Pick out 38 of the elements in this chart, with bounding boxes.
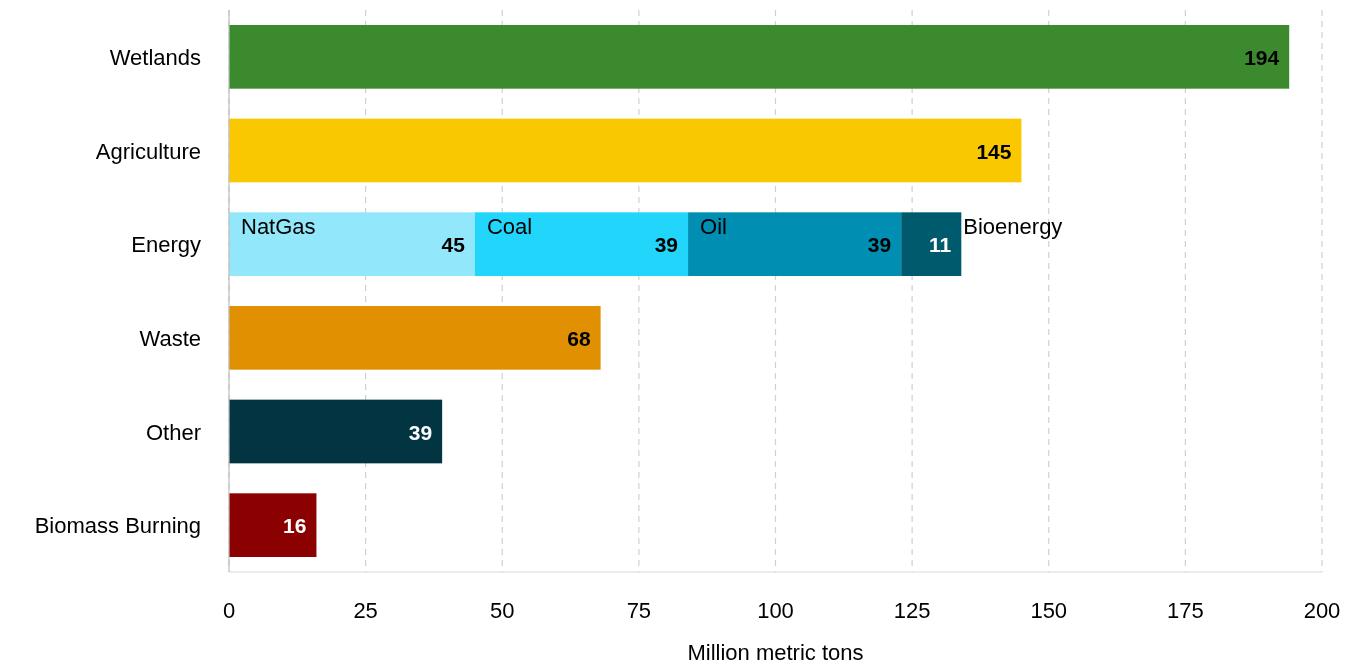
- series-label: NatGas: [241, 214, 316, 240]
- x-tick-label: 150: [1030, 598, 1068, 623]
- y-tick-label: Agriculture: [95, 138, 201, 164]
- y-tick-label: Waste: [139, 325, 201, 351]
- x-tick-label: 200: [1303, 598, 1341, 623]
- data-label: 11: [929, 233, 952, 257]
- x-tick-label: 100: [757, 598, 794, 623]
- x-tick-label: 125: [893, 598, 931, 623]
- bar: [229, 212, 475, 277]
- series-label: Bioenergy: [963, 214, 1063, 240]
- x-tick-label: 0: [222, 598, 236, 623]
- bar: [229, 493, 317, 558]
- x-axis-title: Million metric tons: [687, 640, 864, 664]
- bar: [688, 212, 902, 277]
- x-tick-label: 25: [353, 598, 378, 623]
- data-label: 145: [976, 139, 1012, 163]
- x-tick-label: 50: [490, 598, 515, 623]
- y-tick-label: Biomass Burning: [34, 513, 201, 539]
- series-label: Oil: [700, 214, 727, 240]
- y-tick-label: Wetlands: [109, 44, 201, 70]
- bar: [229, 399, 443, 464]
- data-label: 16: [283, 514, 307, 538]
- series-label: Coal: [486, 214, 533, 240]
- bar: [901, 212, 962, 277]
- x-tick-label: 75: [626, 598, 652, 623]
- y-tick-label: Other: [145, 419, 201, 445]
- data-label: 39: [654, 233, 679, 257]
- y-tick-label: Energy: [131, 232, 201, 258]
- x-tick-label: 175: [1167, 598, 1204, 623]
- data-label: 194: [1244, 45, 1280, 69]
- bar: [229, 118, 1022, 183]
- data-label: 39: [408, 420, 433, 444]
- bar: [229, 305, 601, 370]
- bar: [474, 212, 689, 277]
- data-label: 45: [441, 233, 466, 257]
- bar: [229, 24, 1290, 89]
- data-label: 68: [567, 326, 591, 350]
- data-label: 39: [867, 233, 892, 257]
